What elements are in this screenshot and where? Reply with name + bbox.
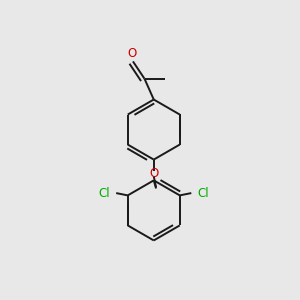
Text: O: O: [127, 46, 136, 60]
Text: Cl: Cl: [99, 187, 110, 200]
Text: O: O: [149, 167, 158, 180]
Text: Cl: Cl: [197, 187, 209, 200]
